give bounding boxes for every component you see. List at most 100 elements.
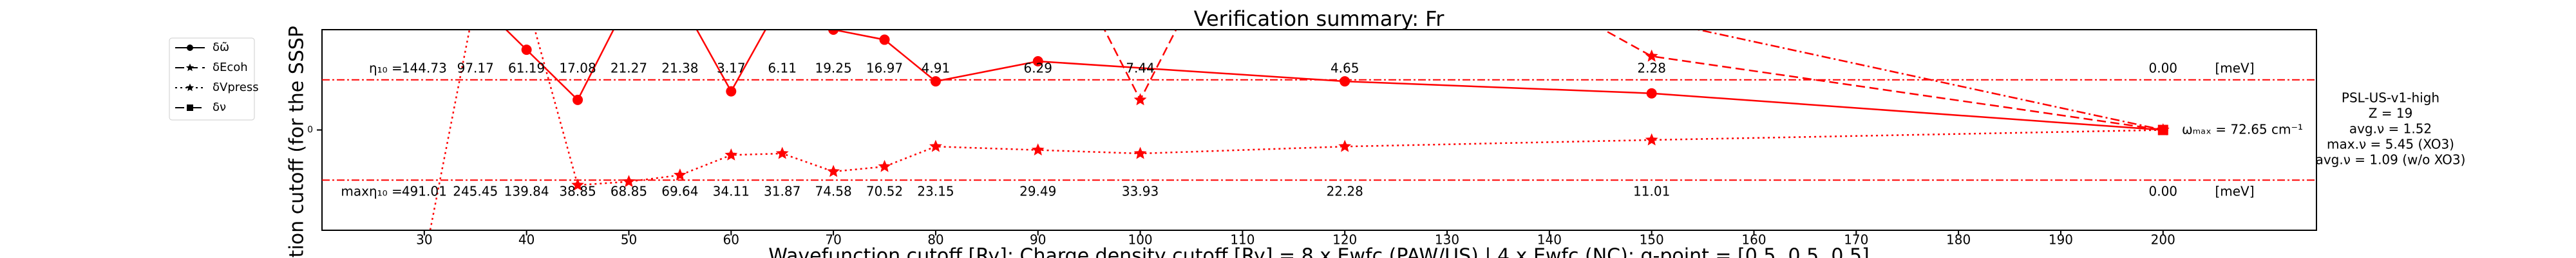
series-line	[1103, 30, 2163, 131]
row-value: 0.00	[2149, 184, 2178, 199]
x-tick-label: 50	[621, 232, 637, 248]
legend-label: δEcoh	[213, 61, 248, 74]
marker	[185, 83, 194, 92]
row-prefix: η₁₀ =	[369, 61, 402, 76]
marker	[1646, 88, 1657, 99]
row-value: 11.01	[1633, 184, 1670, 199]
row-value: 23.15	[917, 184, 954, 199]
marker	[622, 175, 636, 187]
marker	[930, 76, 941, 87]
marker	[775, 146, 789, 159]
legend-box	[169, 37, 255, 121]
series-line	[505, 30, 2163, 131]
marker	[187, 45, 193, 51]
marker	[2157, 124, 2168, 135]
legend-label: δω̃	[213, 41, 229, 54]
x-tick-label: 180	[1946, 232, 1971, 248]
row-value: 7.44	[1126, 61, 1155, 76]
series-line	[429, 30, 2163, 230]
row-value: 3.17	[717, 61, 746, 76]
row-value: 29.49	[1019, 184, 1056, 199]
marker	[573, 94, 583, 105]
x-tick-label: 110	[1230, 232, 1255, 248]
marker	[879, 34, 890, 45]
row-value: 19.25	[815, 61, 851, 76]
x-tick-label: 120	[1332, 232, 1357, 248]
marker	[878, 159, 891, 172]
row-value: 0.00	[2149, 61, 2178, 76]
x-tick-label: 30	[416, 232, 432, 248]
row-value: 68.85	[611, 184, 647, 199]
marker	[521, 45, 532, 55]
x-tick-label: 140	[1537, 232, 1562, 248]
marker	[1645, 133, 1658, 146]
marker	[1338, 139, 1352, 152]
row-value: 139.84	[504, 184, 549, 199]
x-axis-label: Wavefunction cutoff [Ry]; Charge density…	[768, 245, 1870, 258]
x-tick-label: 160	[1741, 232, 1766, 248]
row-value: 491.01	[402, 184, 447, 199]
row-value: 69.64	[661, 184, 698, 199]
row-value: 6.29	[1023, 61, 1052, 76]
marker	[1133, 93, 1147, 106]
row-unit: [meV]	[2215, 61, 2254, 76]
info-line: Z = 19	[2369, 106, 2413, 121]
row-unit: [meV]	[2215, 184, 2254, 199]
x-tick-label: 170	[1844, 232, 1868, 248]
x-tick-label: 80	[927, 232, 943, 248]
row-value: 2.28	[1637, 61, 1666, 76]
x-tick-label: 130	[1435, 232, 1459, 248]
x-tick-label: 60	[723, 232, 739, 248]
x-tick-label: 40	[518, 232, 535, 248]
marker	[724, 148, 738, 161]
row-value: 17.08	[559, 61, 596, 76]
info-line: avg.ν = 1.09 (w/o XO3)	[2316, 152, 2466, 168]
row-value: 74.58	[815, 184, 851, 199]
info-line: PSL-US-v1-high	[2342, 90, 2439, 106]
row-value: 245.45	[453, 184, 498, 199]
marker	[185, 63, 194, 72]
legend-label: δν	[213, 101, 226, 114]
row-value: 34.11	[713, 184, 750, 199]
marker	[827, 164, 840, 177]
row-value: 31.87	[764, 184, 800, 199]
x-tick-label: 190	[2049, 232, 2073, 248]
row-value: 38.85	[559, 184, 596, 199]
row-value: 33.93	[1122, 184, 1159, 199]
marker	[1133, 146, 1147, 159]
marker	[674, 168, 687, 181]
omega-label: ωₘₐₓ = 72.65 cm⁻¹	[2182, 122, 2303, 137]
x-tick-label: 150	[1640, 232, 1664, 248]
marker	[1031, 143, 1045, 155]
info-line: avg.ν = 1.52	[2349, 121, 2432, 137]
row-value: 144.73	[402, 61, 447, 76]
marker	[187, 104, 193, 111]
legend-label: δVpress	[213, 81, 259, 94]
row-value: 4.91	[922, 61, 951, 76]
marker	[571, 178, 584, 191]
marker	[726, 86, 737, 97]
row-value: 21.27	[611, 61, 647, 76]
marker	[828, 30, 839, 35]
y-tick-label: 0	[307, 125, 313, 135]
row-value: 4.65	[1331, 61, 1359, 76]
x-tick-label: 100	[1128, 232, 1152, 248]
row-value: 97.17	[457, 61, 494, 76]
series-line	[1694, 30, 2164, 131]
row-value: 70.52	[866, 184, 903, 199]
marker	[1340, 76, 1350, 87]
row-value: 6.11	[768, 61, 797, 76]
marker	[1645, 49, 1658, 62]
marker	[1032, 55, 1043, 66]
row-value: 21.38	[661, 61, 698, 76]
chart-title: Verification summary: Fr	[1194, 6, 1445, 31]
marker	[929, 139, 942, 152]
row-prefix: maxη₁₀ =	[341, 184, 402, 199]
x-tick-label: 90	[1030, 232, 1046, 248]
row-value: 61.19	[508, 61, 545, 76]
plot-area	[429, 30, 2170, 230]
y-axis-label: Wavefunction cutoff (for the SSSP	[286, 26, 308, 258]
info-line: max.ν = 5.45 (XO3)	[2327, 137, 2454, 152]
row-value: 16.97	[866, 61, 903, 76]
